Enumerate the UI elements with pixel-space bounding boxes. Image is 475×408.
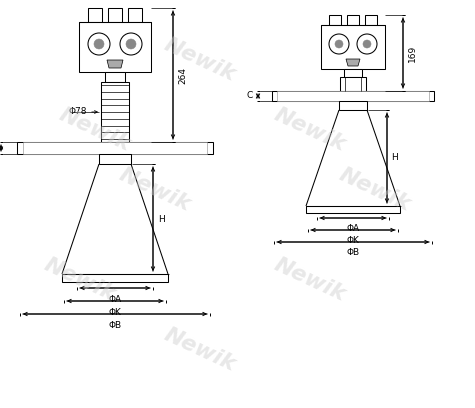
Text: Newik: Newik [161,35,239,85]
Polygon shape [277,91,429,101]
Polygon shape [101,82,129,142]
Circle shape [335,40,343,48]
Polygon shape [306,206,400,213]
Polygon shape [105,72,125,82]
Text: Newik: Newik [161,325,239,375]
Polygon shape [62,274,168,282]
Circle shape [94,39,104,49]
Text: Newik: Newik [271,105,349,155]
Polygon shape [339,101,367,110]
Text: ΦK: ΦK [347,236,360,245]
Text: ΦA: ΦA [108,295,122,304]
Polygon shape [108,8,122,22]
Text: H: H [391,153,398,162]
Polygon shape [107,60,123,68]
Text: Newik: Newik [116,165,194,215]
Circle shape [126,39,136,49]
Text: 169: 169 [408,44,417,62]
Polygon shape [272,91,434,101]
Circle shape [363,40,371,48]
Polygon shape [344,69,362,77]
Text: 264: 264 [178,67,187,84]
Polygon shape [347,15,359,25]
Text: ΦB: ΦB [108,321,122,330]
Polygon shape [88,8,102,22]
Polygon shape [365,15,377,25]
Polygon shape [99,154,131,164]
Text: Newik: Newik [56,105,134,155]
Text: Φ78: Φ78 [68,107,87,117]
Polygon shape [128,8,142,22]
Polygon shape [17,142,213,154]
Text: ΦK: ΦK [109,308,122,317]
Text: ΦA: ΦA [346,224,360,233]
Text: Newik: Newik [41,255,119,305]
Text: C: C [247,91,253,100]
Text: ΦB: ΦB [346,248,360,257]
Polygon shape [79,22,151,72]
Text: Newik: Newik [271,255,349,305]
Text: H: H [158,215,165,224]
Polygon shape [329,15,341,25]
Text: Newik: Newik [336,165,414,215]
Polygon shape [321,25,385,69]
Polygon shape [340,77,366,91]
Polygon shape [346,59,360,66]
Polygon shape [23,142,207,154]
